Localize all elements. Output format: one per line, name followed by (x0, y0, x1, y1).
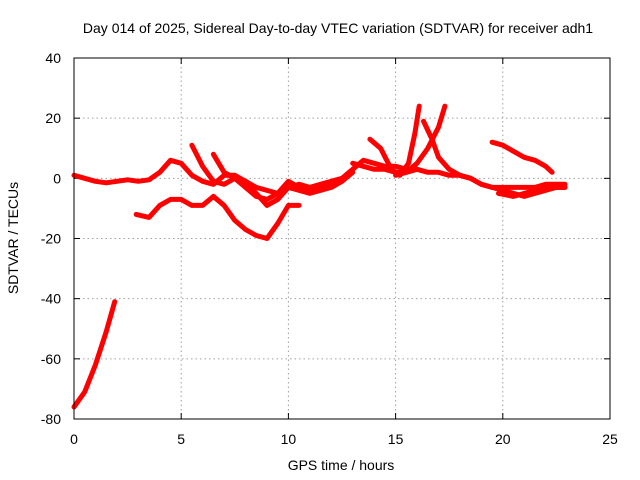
x-tick-label: 5 (177, 431, 185, 447)
series-line-arc-8 (393, 103, 448, 178)
series-line-arc-9 (421, 118, 568, 199)
series-line-arc-11 (496, 184, 568, 199)
y-tick-label: 20 (45, 110, 61, 126)
y-axis-label: SDTVAR / TECUs (5, 182, 21, 294)
y-tick-label: -60 (41, 351, 61, 367)
chart-title: Day 014 of 2025, Sidereal Day-to-day VTE… (83, 20, 593, 36)
x-tick-label: 15 (388, 431, 404, 447)
series-line-arc-1 (71, 157, 356, 208)
series-line-arc-5 (210, 151, 420, 196)
x-axis-label: GPS time / hours (288, 457, 395, 473)
axis-ticks: 0 5 10 15 20 25 -80 -60 -40 -20 0 20 40 (41, 50, 618, 447)
grid (74, 58, 610, 419)
y-tick-label: -40 (41, 291, 61, 307)
y-tick-label: -20 (41, 231, 61, 247)
y-tick-label: -80 (41, 411, 61, 427)
series-line-arc-10 (489, 139, 555, 175)
y-tick-label: 40 (45, 50, 61, 66)
series-line-arc-3 (133, 193, 302, 241)
x-tick-label: 0 (70, 431, 78, 447)
y-tick-label: 0 (53, 170, 61, 186)
series-group (71, 103, 568, 410)
series-line-arc-4 (189, 142, 334, 202)
plot-frame (73, 57, 611, 420)
x-tick-label: 25 (602, 431, 618, 447)
x-tick-label: 20 (495, 431, 511, 447)
series-line-arc-2 (71, 299, 118, 410)
x-tick-label: 10 (281, 431, 297, 447)
